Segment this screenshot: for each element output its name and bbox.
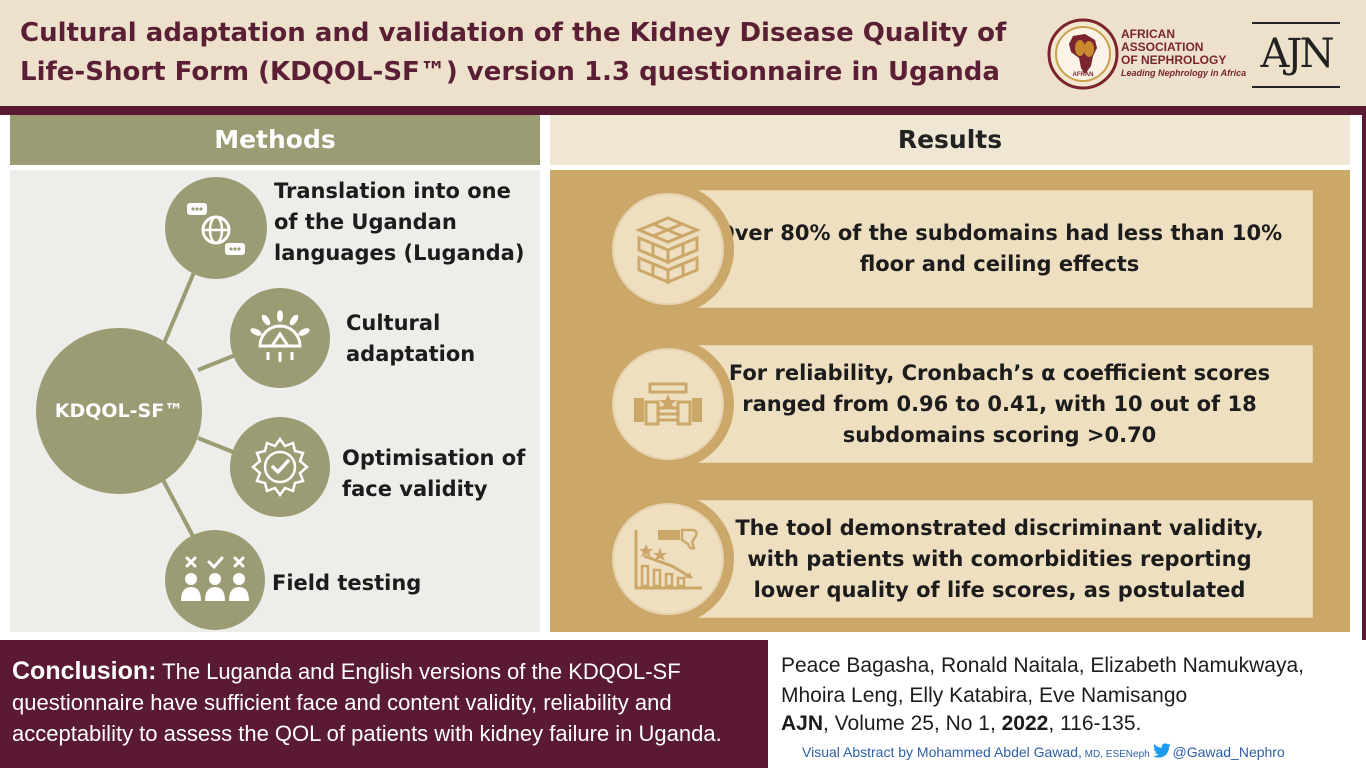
afran-tagline: Leading Nephrology in Africa [1121, 68, 1247, 78]
methods-heading: Methods [10, 115, 540, 165]
header-banner: Cultural adaptation and validation of th… [0, 0, 1366, 106]
floor-ceiling-grid-icon [602, 183, 734, 315]
results-panel: Over 80% of the subdomains had less than… [550, 170, 1350, 632]
afran-name: AFRICAN ASSOCIATION OF NEPHROLOGY Leadin… [1121, 28, 1246, 80]
cultural-sun-icon [230, 288, 330, 388]
method-step-field-testing: Field testing [272, 571, 422, 595]
afran-logo: AFRAN [1047, 18, 1119, 90]
conclusion-text: The Luganda and English versions of the … [12, 659, 722, 746]
conclusion-section: Conclusion: The Luganda and English vers… [0, 640, 768, 768]
conclusion-label: Conclusion: [12, 657, 157, 685]
header-divider [0, 106, 1366, 115]
result-discriminant-validity: The tool demonstrated discriminant valid… [660, 500, 1313, 618]
validity-check-badge-icon [230, 417, 330, 517]
result-floor-ceiling: Over 80% of the subdomains had less than… [660, 190, 1313, 308]
citation-journal: AJN [781, 712, 824, 735]
citation-pages: , 116-135. [1048, 712, 1142, 735]
citation-journal-line: AJN, Volume 25, No 1, 2022, 116-135. [781, 709, 1141, 739]
right-edge-band [1362, 106, 1366, 640]
credit-degrees: MD, ESENeph [1081, 749, 1153, 760]
afran-name-line-2: ASSOCIATION [1121, 40, 1204, 54]
field-testing-people-icon [165, 530, 265, 630]
credit-author: Visual Abstract by Mohammed Abdel Gawad, [802, 744, 1082, 760]
reliability-handshake-icon [602, 338, 734, 470]
citation-volume: , Volume 25, No 1, [823, 712, 1002, 735]
results-heading: Results [550, 115, 1350, 165]
methods-panel: KDQOL-SF™ Translation into one of the Ug… [10, 170, 540, 632]
visual-abstract-credit: Visual Abstract by Mohammed Abdel Gawad,… [802, 743, 1285, 764]
citation-authors: Peace Bagasha, Ronald Naitala, Elizabeth… [781, 654, 1304, 707]
afran-name-line-3: OF NEPHROLOGY [1121, 53, 1227, 67]
declining-chart-thumbs-down-icon [602, 493, 734, 625]
citation-year: 2022 [1001, 712, 1049, 735]
kdqol-hub: KDQOL-SF™ [36, 328, 202, 494]
method-step-face-validity: Optimisation of face validity [342, 446, 526, 501]
method-step-translation: Translation into one of the Ugandan lang… [274, 179, 525, 265]
page-title: Cultural adaptation and validation of th… [20, 18, 1007, 87]
twitter-handle: @Gawad_Nephro [1172, 744, 1285, 760]
citation-section: Peace Bagasha, Ronald Naitala, Elizabeth… [768, 640, 1366, 768]
twitter-bird-icon [1153, 743, 1172, 758]
ajn-logo: AJN [1252, 22, 1340, 88]
afran-badge-text: AFRAN [1073, 72, 1094, 78]
result-reliability: For reliability, Cronbach’s α coefficien… [660, 345, 1313, 463]
translation-globe-icon [165, 177, 267, 279]
afran-name-line-1: AFRICAN [1121, 27, 1175, 41]
method-step-cultural-adaptation: Cultural adaptation [346, 311, 476, 366]
